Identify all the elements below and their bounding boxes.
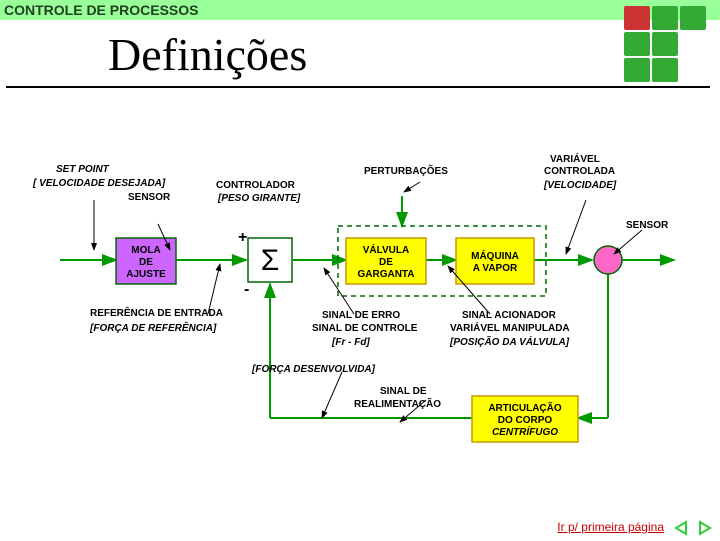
svg-text:CONTROLADA: CONTROLADA (544, 166, 615, 177)
svg-text:MOLA: MOLA (131, 245, 160, 256)
svg-text:+: + (238, 229, 247, 246)
diagram: MOLADEAJUSTEVÁLVULADEGARGANTAMÁQUINAA VA… (20, 100, 700, 470)
svg-text:CONTROLADOR: CONTROLADOR (216, 180, 296, 191)
svg-text:SINAL DE: SINAL DE (380, 386, 427, 397)
svg-text:SENSOR: SENSOR (626, 220, 669, 231)
svg-text:SINAL ACIONADOR: SINAL ACIONADOR (462, 310, 557, 321)
svg-text:ARTICULAÇÃO: ARTICULAÇÃO (488, 401, 562, 414)
svg-text:REFERÊNCIA DE ENTRADA: REFERÊNCIA DE ENTRADA (90, 306, 223, 319)
svg-text:[FORÇA DE REFERÊNCIA]: [FORÇA DE REFERÊNCIA] (89, 321, 217, 334)
svg-text:REALIMENTAÇÃO: REALIMENTAÇÃO (354, 397, 441, 410)
svg-text:-: - (244, 281, 249, 298)
first-page-link[interactable]: Ir p/ primeira página (557, 520, 664, 534)
svg-text:[FORÇA DESENVOLVIDA]: [FORÇA DESENVOLVIDA] (251, 364, 376, 375)
svg-text:VÁLVULA: VÁLVULA (363, 243, 409, 256)
svg-text:Σ: Σ (261, 244, 280, 277)
nav-arrows (672, 518, 714, 538)
svg-text:GARGANTA: GARGANTA (357, 269, 414, 280)
svg-text:[PESO GIRANTE]: [PESO GIRANTE] (217, 193, 301, 204)
prev-arrow-icon[interactable] (672, 518, 692, 538)
svg-text:SINAL DE ERRO: SINAL DE ERRO (322, 310, 400, 321)
svg-text:[Fr - Fd]: [Fr - Fd] (331, 337, 370, 348)
svg-text:[ VELOCIDADE DESEJADA]: [ VELOCIDADE DESEJADA] (32, 178, 166, 189)
svg-text:DE: DE (379, 257, 393, 268)
svg-text:A VAPOR: A VAPOR (473, 263, 518, 274)
svg-text:VARIÁVEL MANIPULADA: VARIÁVEL MANIPULADA (450, 321, 570, 334)
svg-text:AJUSTE: AJUSTE (126, 269, 166, 280)
next-arrow-icon[interactable] (694, 518, 714, 538)
svg-text:CENTRÍFUGO: CENTRÍFUGO (492, 425, 558, 438)
svg-text:[POSIÇÃO DA VÁLVULA]: [POSIÇÃO DA VÁLVULA] (449, 335, 570, 348)
svg-text:[VELOCIDADE]: [VELOCIDADE] (543, 180, 617, 191)
svg-text:SET POINT: SET POINT (56, 164, 110, 175)
logo (624, 6, 710, 82)
svg-text:MÁQUINA: MÁQUINA (471, 249, 519, 262)
svg-text:SINAL DE CONTROLE: SINAL DE CONTROLE (312, 323, 418, 334)
header-title: CONTROLE DE PROCESSOS (4, 2, 198, 18)
svg-text:PERTURBAÇÕES: PERTURBAÇÕES (364, 164, 448, 177)
svg-text:DO CORPO: DO CORPO (498, 415, 553, 426)
svg-text:DE: DE (139, 257, 153, 268)
svg-text:SENSOR: SENSOR (128, 192, 171, 203)
svg-text:VARIÁVEL: VARIÁVEL (550, 152, 600, 165)
header-bar: CONTROLE DE PROCESSOS (0, 0, 720, 20)
title-underline (6, 86, 710, 88)
page-title: Definições (108, 28, 307, 81)
